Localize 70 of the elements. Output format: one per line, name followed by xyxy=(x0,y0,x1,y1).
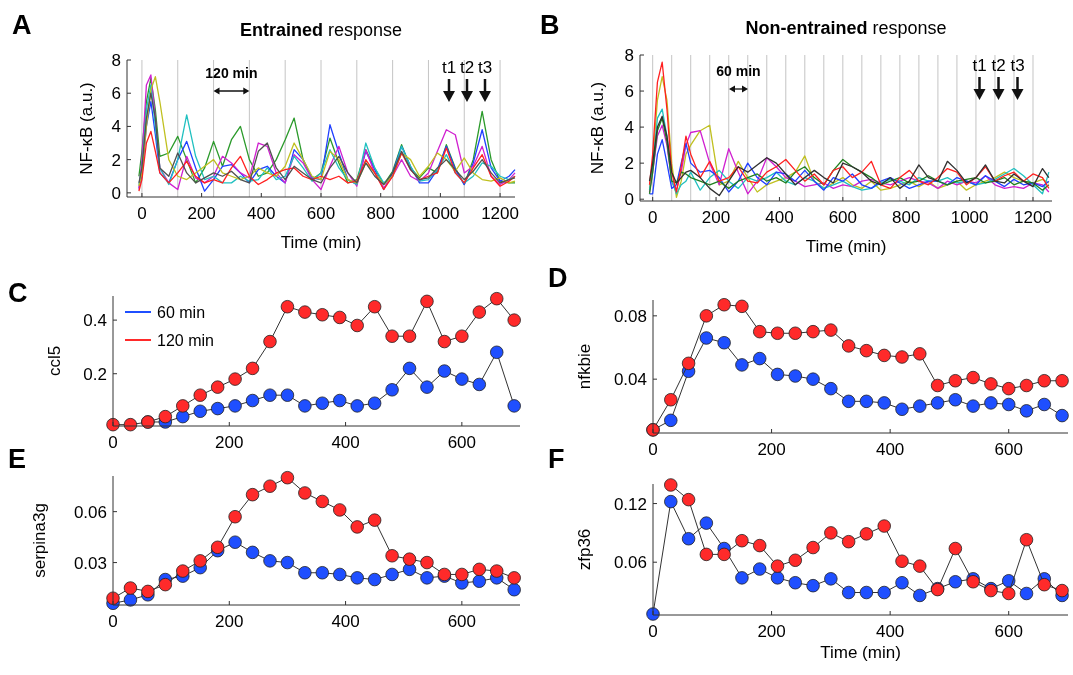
x-tick-label: 200 xyxy=(757,440,786,459)
y-axis-title: NF-κB (a.u.) xyxy=(588,81,607,175)
y-axis-title: NF-κB (a.u.) xyxy=(77,82,96,175)
y-axis-title: serpina3g xyxy=(30,503,49,578)
y-tick-label: 0.4 xyxy=(83,311,107,331)
x-tick-label: 600 xyxy=(447,612,477,631)
x-tick-label: 400 xyxy=(875,440,905,459)
legend-label: 60 min xyxy=(157,303,206,321)
y-tick-label: 6 xyxy=(624,82,634,101)
chart-title: Entrained response xyxy=(239,20,403,40)
y-tick-label: 4 xyxy=(111,117,121,137)
y-tick-label: 0.12 xyxy=(613,494,647,514)
y-tick-label: 2 xyxy=(624,154,634,174)
annotation: t2 xyxy=(459,57,475,77)
x-tick-label: 600 xyxy=(994,622,1023,641)
x-tick-label: 200 xyxy=(215,612,244,631)
x-tick-label: 200 xyxy=(757,622,786,641)
annotation: 120 min xyxy=(205,64,258,81)
y-tick-label: 0.08 xyxy=(613,306,647,326)
y-tick-label: 2 xyxy=(111,150,121,170)
x-tick-label: 200 xyxy=(701,208,731,227)
x-tick-label: 400 xyxy=(875,622,905,641)
y-axis-title: zfp36 xyxy=(575,528,594,571)
text: C xyxy=(8,278,28,308)
text: A xyxy=(12,10,32,40)
x-tick-label: 200 xyxy=(187,204,216,223)
x-axis-title: Time (min) xyxy=(280,233,362,252)
text: F xyxy=(548,444,565,474)
legend-label: 120 min xyxy=(157,331,214,349)
x-tick-label: 1200 xyxy=(1014,208,1052,227)
x-tick-label: 600 xyxy=(828,208,858,227)
annotation: 60 min xyxy=(716,62,761,79)
x-tick-label: 800 xyxy=(366,204,395,223)
y-tick-label: 0.2 xyxy=(83,364,107,384)
x-tick-label: 0 xyxy=(137,204,147,223)
y-tick-label: 0.04 xyxy=(613,370,647,390)
x-tick-label: 200 xyxy=(215,433,244,452)
x-tick-label: 400 xyxy=(331,612,360,631)
y-tick-label: 0 xyxy=(111,183,121,203)
x-axis-title: Time (min) xyxy=(805,237,887,256)
y-tick-label: 0 xyxy=(624,190,634,210)
y-tick-label: 0.06 xyxy=(73,502,107,522)
y-tick-label: 6 xyxy=(111,84,121,104)
annotation: t2 xyxy=(991,55,1006,75)
x-tick-label: 1000 xyxy=(421,204,460,223)
x-tick-label: 600 xyxy=(994,440,1023,459)
annotation: t1 xyxy=(972,55,987,75)
text: D xyxy=(548,263,568,293)
y-tick-label: 4 xyxy=(624,118,634,138)
x-tick-label: 600 xyxy=(447,433,477,452)
y-axis-title: ccl5 xyxy=(45,345,64,377)
chart-title: Non-entrained response xyxy=(745,18,947,38)
annotation: t3 xyxy=(1010,55,1025,75)
y-tick-label: 8 xyxy=(624,45,634,65)
x-tick-label: 1000 xyxy=(950,208,989,227)
annotation: t1 xyxy=(441,57,457,77)
x-tick-label: 400 xyxy=(765,208,794,227)
y-tick-label: 0.06 xyxy=(613,553,647,573)
x-tick-label: 1200 xyxy=(481,204,519,223)
x-tick-label: 600 xyxy=(306,204,336,223)
annotation: t3 xyxy=(477,57,493,77)
x-tick-label: 400 xyxy=(331,433,360,452)
text: B xyxy=(540,10,560,40)
text: E xyxy=(8,444,27,474)
y-tick-label: 8 xyxy=(111,50,121,70)
y-axis-title: nfkbie xyxy=(575,343,594,390)
x-tick-label: 400 xyxy=(247,204,276,223)
x-axis-title: Time (min) xyxy=(820,643,901,662)
x-tick-label: 800 xyxy=(892,208,921,227)
y-tick-label: 0.03 xyxy=(73,553,107,573)
